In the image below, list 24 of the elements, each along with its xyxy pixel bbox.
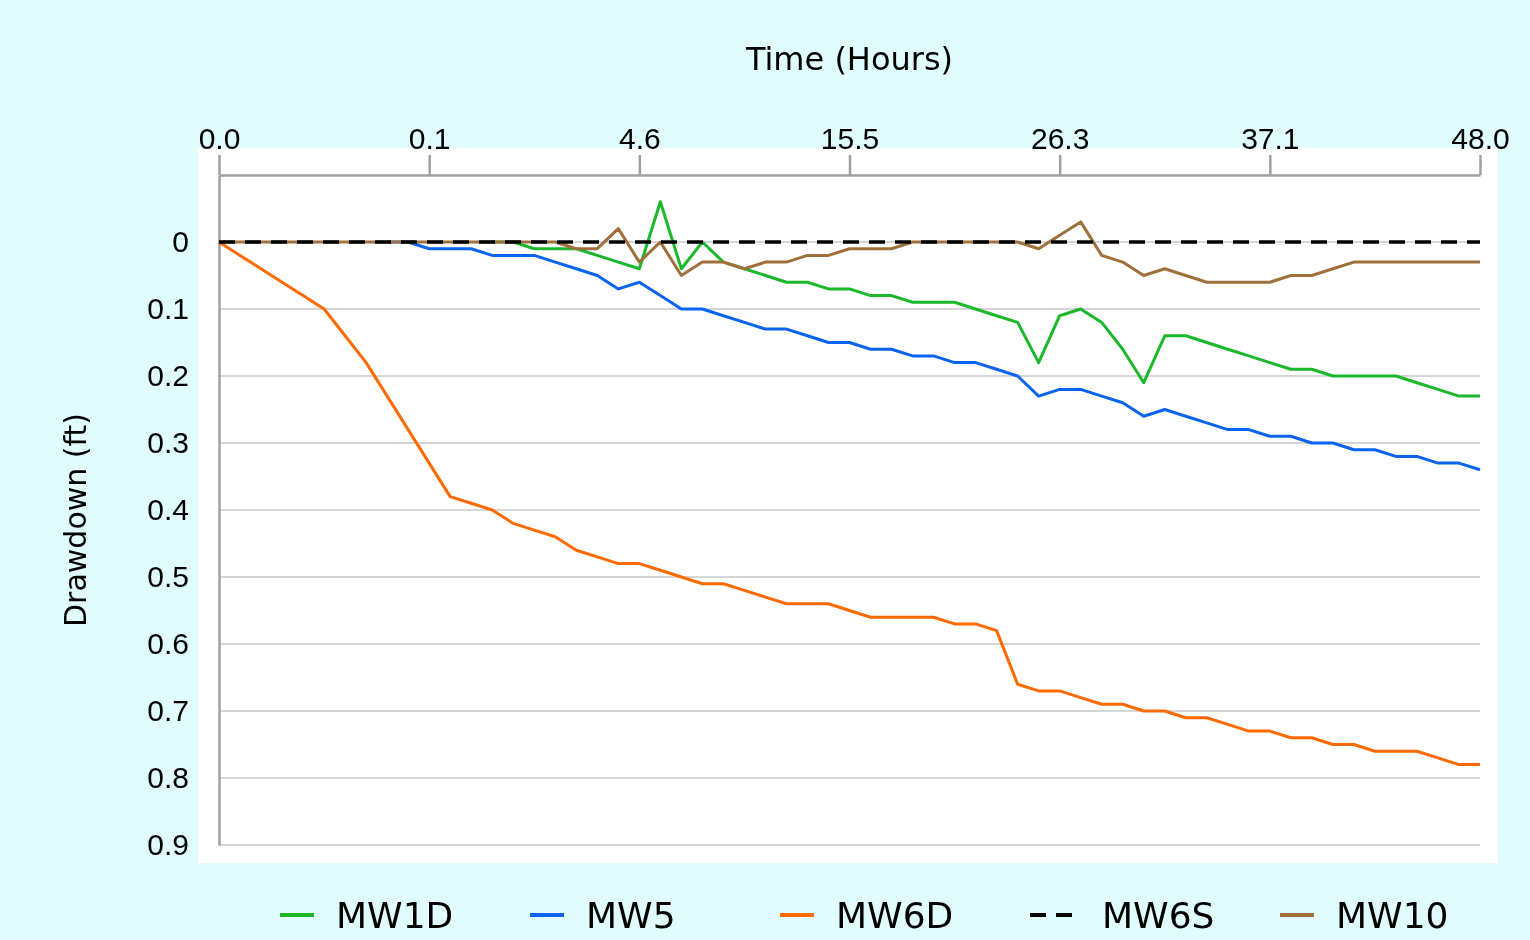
y-tick-label: 0.8 <box>147 761 189 795</box>
x-tick-label: 15.5 <box>820 122 880 155</box>
legend-label: MW5 <box>586 895 676 936</box>
legend-label: MW6D <box>836 895 954 936</box>
y-tick-label: 0.3 <box>147 426 189 460</box>
y-tick-label: 0.9 <box>147 828 189 862</box>
x-tick-label: 26.3 <box>1030 122 1090 155</box>
y-tick-label: 0.4 <box>147 493 189 527</box>
legend-label: MW1D <box>336 895 454 936</box>
x-tick-label: 37.1 <box>1241 122 1300 155</box>
y-tick-label: 0.1 <box>147 292 189 326</box>
y-tick-label: 0.2 <box>147 359 189 393</box>
x-tick-label: 0.0 <box>198 122 241 155</box>
y-tick-label: 0.6 <box>147 627 189 661</box>
y-axis-title: Drawdown (ft) <box>58 412 93 628</box>
x-tick-label: 0.1 <box>408 122 451 155</box>
x-axis-title: Time (Hours) <box>744 40 954 78</box>
y-tick-label: 0.7 <box>147 694 189 728</box>
x-tick-label: 4.6 <box>618 122 661 155</box>
x-tick-label: 48.0 <box>1451 122 1510 155</box>
legend-label: MW10 <box>1336 895 1449 936</box>
legend-label: MW6S <box>1102 895 1215 936</box>
y-tick-label: 0.5 <box>147 560 189 594</box>
y-tick-label: 0 <box>172 225 189 259</box>
